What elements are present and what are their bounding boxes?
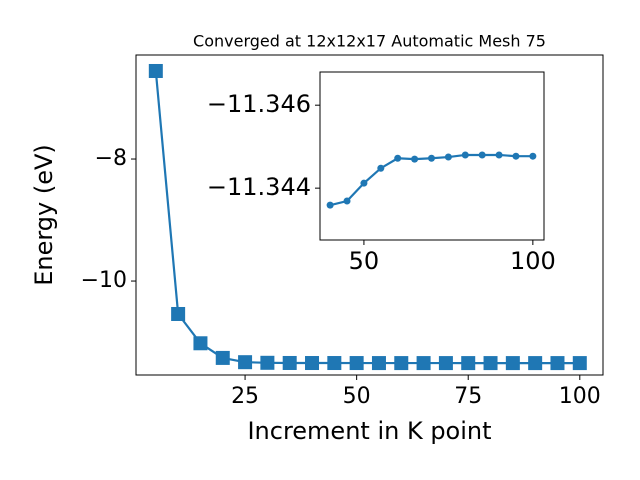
marker [495,151,503,159]
x-tick-label: 100 [510,247,556,275]
marker [416,356,431,371]
marker [148,63,163,78]
marker [238,355,253,370]
marker [327,356,342,371]
marker [483,356,498,371]
x-axis-label: Increment in K point [247,417,491,445]
marker [343,197,351,205]
marker [461,356,476,371]
chart-title: Converged at 12x12x17 Automatic Mesh 75 [193,32,546,51]
marker [394,154,402,162]
marker [260,355,275,370]
marker [478,151,486,159]
marker [326,201,334,209]
y-tick-label: −11.346 [207,90,311,118]
marker [394,356,409,371]
marker [528,356,543,371]
marker [305,356,320,371]
marker [572,356,587,371]
marker [427,154,435,162]
marker [512,152,520,160]
marker [282,355,297,370]
marker [444,153,452,161]
marker [215,350,230,365]
x-tick-label: 100 [559,384,601,409]
marker [360,179,368,187]
x-tick-label: 75 [454,384,482,409]
marker [193,336,208,351]
x-tick-label: 50 [343,384,371,409]
x-tick-label: 25 [231,384,259,409]
y-tick-label: −10 [81,268,127,293]
marker [349,356,364,371]
marker [171,306,186,321]
marker [529,152,537,160]
marker [411,155,419,163]
marker [371,356,386,371]
marker [550,356,565,371]
marker [377,164,385,172]
marker [438,356,453,371]
y-axis-label: Energy (eV) [30,144,58,286]
marker [505,356,520,371]
y-tick-label: −11.344 [207,173,311,201]
y-tick-label: −8 [95,146,127,171]
marker [461,151,469,159]
x-tick-label: 50 [349,247,380,275]
